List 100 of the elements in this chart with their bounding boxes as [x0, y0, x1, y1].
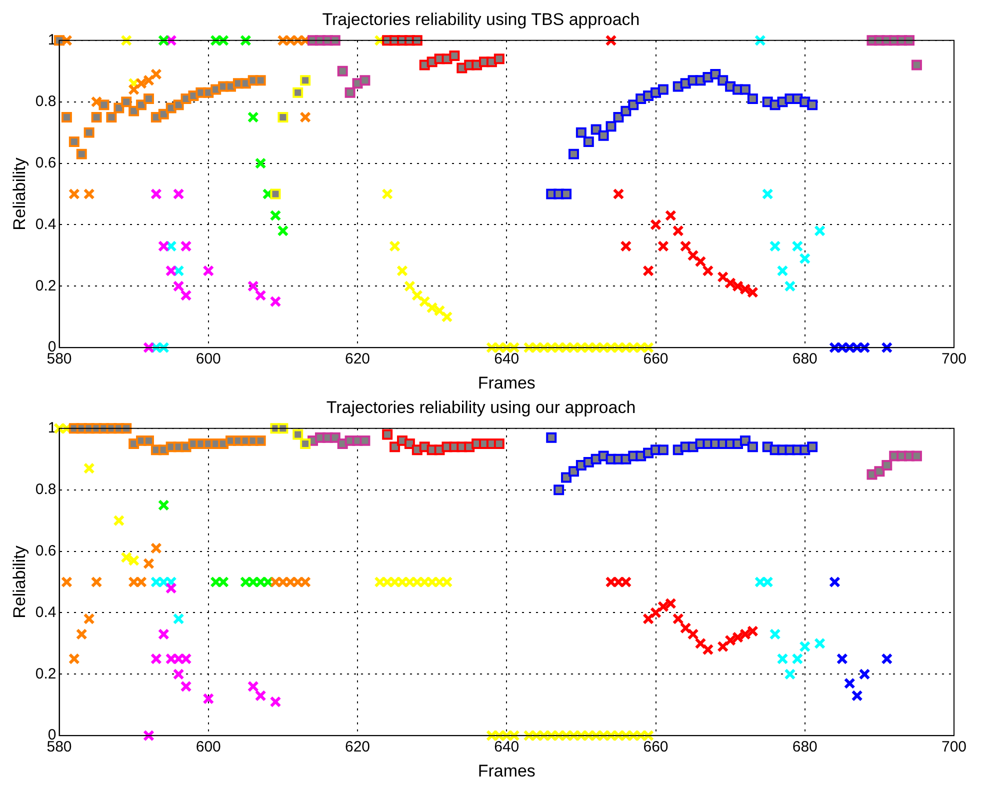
point [128, 84, 140, 96]
point [270, 210, 282, 222]
y-tick-label: 0.4 [35, 216, 56, 233]
point [158, 240, 170, 252]
point [814, 638, 826, 650]
point [165, 265, 177, 277]
x-tick-label: 680 [792, 738, 818, 756]
point [724, 277, 736, 289]
point [83, 462, 95, 474]
point [382, 429, 393, 440]
point [128, 554, 140, 566]
point [657, 600, 669, 612]
point [337, 66, 348, 76]
point [90, 576, 102, 588]
point [911, 60, 922, 70]
point [606, 121, 616, 132]
point [360, 75, 370, 86]
point [136, 100, 147, 110]
point [142, 342, 154, 354]
point [613, 112, 624, 122]
point [330, 35, 340, 46]
point [664, 210, 676, 222]
point [441, 311, 453, 323]
point [568, 148, 579, 160]
point [434, 304, 446, 316]
point [270, 296, 282, 308]
point [120, 552, 132, 564]
point [612, 188, 624, 200]
point [300, 438, 311, 450]
point [664, 598, 676, 610]
point [650, 606, 662, 618]
point [390, 442, 400, 452]
point [418, 296, 430, 308]
point [769, 240, 781, 252]
point [844, 678, 856, 690]
point [784, 280, 796, 292]
point [814, 225, 826, 237]
point [554, 484, 564, 496]
point [642, 265, 654, 277]
point [494, 54, 504, 64]
point [254, 158, 266, 170]
chart-title: Trajectories reliability using TBS approach [322, 10, 640, 29]
point [583, 136, 594, 148]
point [76, 148, 87, 160]
point [142, 74, 154, 86]
point [360, 435, 370, 446]
point [687, 628, 699, 640]
y-tick-label: 0.6 [35, 154, 56, 172]
point [143, 435, 154, 446]
point [61, 112, 72, 122]
point [344, 87, 356, 98]
point [254, 290, 266, 302]
point [739, 283, 751, 295]
point [650, 218, 662, 230]
point [83, 613, 95, 625]
point [717, 640, 729, 652]
x-tick-label: 660 [643, 738, 668, 756]
point [881, 653, 893, 665]
point [426, 302, 438, 314]
point [158, 628, 170, 640]
point [292, 87, 304, 98]
point [382, 188, 394, 200]
y-tick-label: 0.2 [35, 277, 56, 294]
x-axis-title: Frames [478, 373, 536, 392]
point [747, 94, 758, 104]
point [404, 438, 415, 450]
point [561, 472, 572, 483]
point [98, 100, 110, 110]
point [68, 653, 80, 665]
point [158, 108, 169, 120]
point [702, 644, 714, 656]
point [747, 442, 758, 452]
point [120, 34, 132, 46]
point [136, 78, 148, 90]
point [172, 613, 184, 625]
point [150, 542, 162, 554]
point [128, 106, 140, 116]
y-tick-label: 0.8 [35, 92, 56, 110]
point [799, 640, 811, 652]
point [858, 668, 870, 680]
point [799, 252, 811, 264]
point [412, 35, 422, 46]
y-tick-label: 0.4 [35, 604, 56, 621]
point [83, 188, 95, 200]
point [836, 653, 848, 665]
point [828, 576, 840, 588]
point [270, 188, 281, 200]
point [754, 34, 766, 46]
point [389, 240, 401, 252]
point [792, 240, 804, 252]
point [672, 613, 684, 625]
point [717, 271, 729, 283]
point [54, 35, 64, 46]
point [330, 432, 340, 443]
point [881, 342, 893, 354]
point [114, 102, 124, 114]
y-tick-label: 0.2 [35, 665, 56, 682]
point [411, 290, 423, 302]
point [247, 680, 259, 692]
point [680, 622, 692, 634]
